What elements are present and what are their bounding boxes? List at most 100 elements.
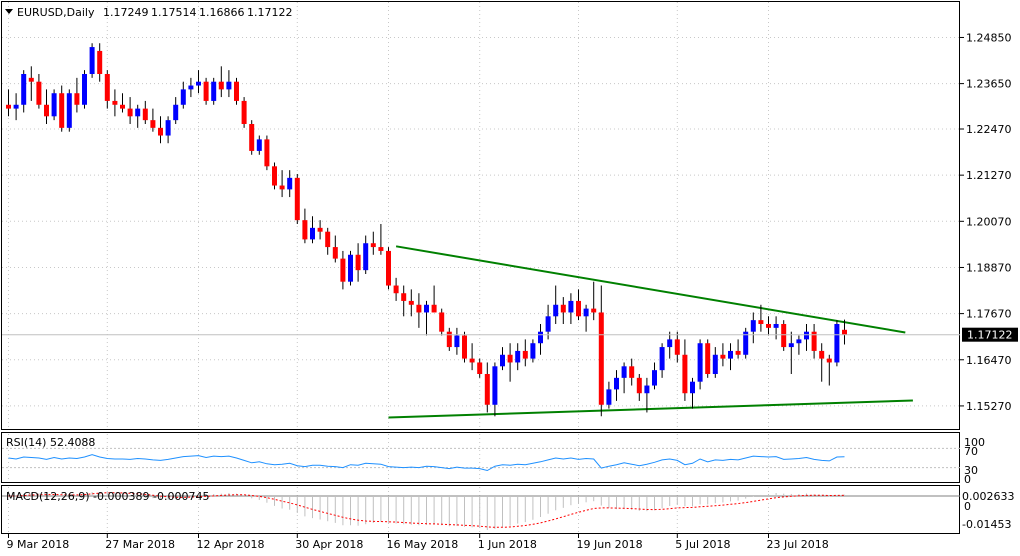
bearish-candle [127,108,133,117]
rsi-pane-frame [1,432,960,483]
price-tick: 1.23650 [966,78,1012,91]
time-tick: 9 Mar 2018 [7,538,70,551]
bearish-candle [576,300,581,317]
rsi-level-label: 0 [964,473,971,486]
bullish-candle [256,139,262,151]
bearish-candle [332,247,338,259]
bullish-candle [165,120,171,136]
trendlines [388,245,913,419]
bearish-candle [735,350,741,355]
bullish-candle [834,324,840,363]
bullish-candle [743,331,749,355]
bearish-candle [241,100,247,124]
bullish-candle [545,316,551,332]
bearish-candle [264,139,270,167]
bearish-candle [758,320,764,324]
bullish-candle [82,74,87,105]
bullish-candle [667,339,673,348]
bullish-candle [21,74,27,105]
macd-pane-frame [1,485,960,534]
bullish-candle [796,339,802,344]
bearish-candle [104,74,110,101]
time-tick: 12 Apr 2018 [197,538,265,551]
bullish-candle [804,331,809,340]
bearish-candle [378,247,384,251]
bullish-candle [363,243,369,271]
bearish-candle [150,120,156,128]
bearish-candle [484,374,490,405]
bearish-candle [560,304,566,313]
price-tick: 1.15270 [966,400,1012,413]
macd-label: MACD(12,26,9) -0.000389 -0.000745 [6,490,209,503]
time-tick: 23 Jul 2018 [767,538,829,551]
bearish-candle [44,104,49,117]
bearish-candle [355,254,361,271]
close-value: 1.17122 [247,6,293,19]
bullish-candle [530,343,536,359]
bearish-candle [401,293,407,301]
bullish-candle [51,93,57,117]
rsi-series [2,447,960,472]
current-price-badge: 1.17122 [962,327,1018,342]
bearish-candle [629,366,635,378]
support-trendline [388,399,913,419]
bullish-candle [728,350,733,359]
bullish-candle [583,308,589,317]
bearish-candle [6,104,11,109]
bullish-candle [690,381,695,394]
bearish-candle [294,177,300,221]
bullish-candle [454,335,460,348]
macd-signal-line [8,492,845,528]
macd-tick: -0.01453 [962,518,1011,531]
bullish-candle [515,350,521,363]
bearish-candle [416,304,422,313]
macd-tick: 0.002633 [962,490,1015,503]
bullish-candle [788,343,794,348]
bearish-candle [340,258,346,282]
bearish-candle [97,50,103,74]
time-axis: 9 Mar 2018 27 Mar 2018 12 Apr 2018 30 Ap… [7,538,829,551]
bullish-candle [188,85,194,90]
open-value: 1.17249 [103,6,149,19]
bearish-candle [591,308,597,313]
price-tick: 1.18870 [966,261,1012,274]
bullish-candle [553,304,559,317]
bullish-candle [287,177,293,190]
bearish-candle [781,324,787,348]
bearish-candle [439,312,445,332]
main-pane-frame [1,1,960,430]
high-value: 1.17514 [151,6,197,19]
bearish-candle [36,81,42,105]
bearish-candle [234,81,239,101]
time-tick: 16 May 2018 [387,538,459,551]
bearish-candle [142,108,148,121]
bearish-candle [477,362,483,374]
bearish-candle [386,250,391,286]
time-tick: 1 Jun 2018 [478,538,537,551]
bearish-candle [446,331,452,348]
bullish-candle [135,108,141,117]
rsi-level-label: 30 [964,464,978,477]
bearish-candle [59,93,65,128]
bearish-candle [74,93,80,105]
bullish-candle [13,104,19,109]
bearish-candle [522,350,528,359]
time-tick: 27 Mar 2018 [105,538,175,551]
bearish-candle [462,335,467,359]
candlestick-series [6,43,847,417]
bearish-candle [28,77,34,82]
resistance-trendline [395,245,906,334]
macd-series [2,492,960,530]
dropdown-triangle-icon[interactable] [5,9,13,14]
bearish-candle [120,104,125,109]
bearish-candle [674,339,680,355]
bearish-candle [811,331,817,351]
bullish-candle [424,304,429,313]
bearish-candle [842,329,847,335]
bullish-candle [348,254,353,282]
bullish-candle [538,331,543,344]
time-tick: 19 Jun 2018 [577,538,643,551]
bullish-candle [644,385,650,394]
bullish-candle [180,89,186,105]
